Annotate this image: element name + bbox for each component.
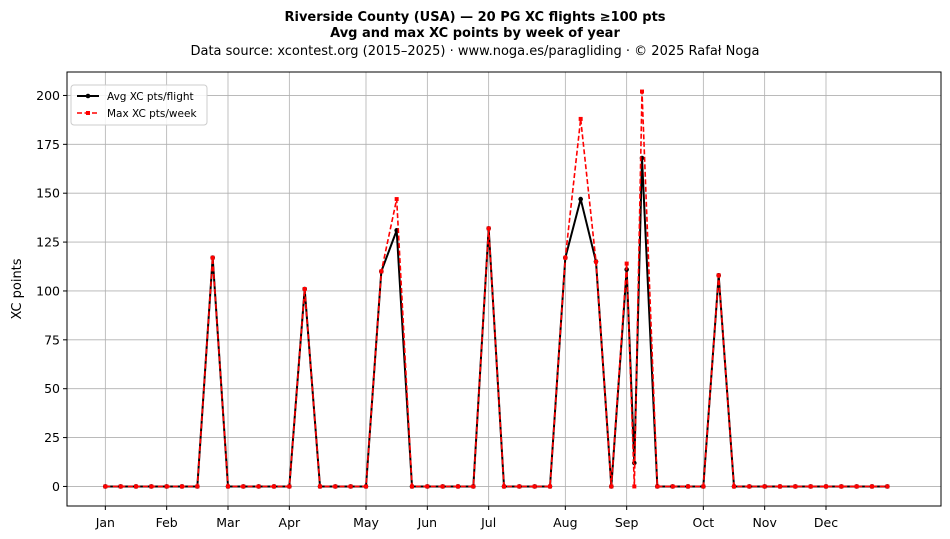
y-tick-label: 175 xyxy=(36,137,60,152)
x-tick-label-jul: Jul xyxy=(480,515,496,530)
data-point-max xyxy=(701,484,706,489)
data-point-max xyxy=(578,116,583,121)
data-point-max xyxy=(348,484,353,489)
data-point-max xyxy=(118,484,123,489)
data-point-max xyxy=(870,484,874,489)
data-point-max xyxy=(103,484,108,489)
data-point-max xyxy=(486,226,491,231)
data-point-max xyxy=(594,259,598,264)
legend-avg-label: Avg XC pts/flight xyxy=(107,91,194,103)
legend-max-label: Max XC pts/week xyxy=(107,108,197,120)
data-point-max xyxy=(502,484,506,489)
data-point-max xyxy=(256,484,261,489)
x-tick-label-dec: Dec xyxy=(814,515,838,530)
data-point-max xyxy=(425,484,430,489)
data-point-max xyxy=(732,484,736,489)
plot-frame xyxy=(66,71,942,507)
data-point-max xyxy=(716,273,721,278)
data-point-max xyxy=(180,484,184,489)
data-point-max xyxy=(333,484,338,489)
x-tick-label-apr: Apr xyxy=(279,515,301,530)
data-point-max xyxy=(670,484,675,489)
data-point-max xyxy=(548,484,552,489)
data-point-max xyxy=(532,484,537,489)
data-point-max xyxy=(440,484,445,489)
data-point-max xyxy=(686,484,690,489)
data-point-max xyxy=(364,484,368,489)
x-tick-label-sep: Sep xyxy=(615,515,639,530)
data-point-max xyxy=(226,484,230,489)
data-point-max xyxy=(517,484,522,489)
data-point-max xyxy=(808,484,813,489)
data-point-max xyxy=(824,484,828,489)
data-point-max xyxy=(885,484,890,489)
x-tick-label-nov: Nov xyxy=(752,515,777,530)
data-point-max xyxy=(632,484,637,489)
y-tick-label: 100 xyxy=(36,283,60,298)
data-point-max xyxy=(747,484,752,489)
y-tick-label: 150 xyxy=(36,186,60,201)
x-tick-label-mar: Mar xyxy=(216,515,240,530)
series-line-max xyxy=(105,90,888,488)
y-tick-label: 200 xyxy=(36,88,60,103)
x-tick-label-oct: Oct xyxy=(693,515,715,530)
data-point-max xyxy=(854,484,859,489)
chart-source-note: Data source: xcontest.org (2015–2025) · … xyxy=(190,44,759,59)
y-tick-label: 50 xyxy=(44,381,60,396)
legend: Avg XC pts/flight Max XC pts/week xyxy=(70,84,208,126)
data-point-max xyxy=(241,484,246,489)
data-point-max xyxy=(379,269,384,274)
data-point-max xyxy=(318,484,322,489)
data-point-max xyxy=(624,261,629,266)
data-point-max xyxy=(793,484,798,489)
data-point-max xyxy=(456,484,460,489)
data-point-max xyxy=(287,484,292,489)
legend-max-marker xyxy=(86,111,90,115)
data-point-max xyxy=(210,255,215,260)
data-point-max xyxy=(410,484,414,489)
data-point-max xyxy=(394,197,399,202)
y-axis-label: XC points xyxy=(10,258,25,319)
legend-avg-marker xyxy=(85,93,91,99)
legend-box xyxy=(70,84,208,126)
data-point-max xyxy=(609,484,614,489)
data-point-max xyxy=(302,287,307,291)
data-point-max xyxy=(195,484,200,489)
y-tick-label: 0 xyxy=(52,479,60,494)
x-tick-label-jun: Jun xyxy=(417,515,438,530)
data-point-max xyxy=(149,484,154,489)
data-point-avg xyxy=(578,196,583,202)
data-point-max xyxy=(164,484,169,489)
data-point-max xyxy=(640,89,644,94)
y-tick-label: 25 xyxy=(44,430,60,445)
y-tick-label: 125 xyxy=(36,235,60,250)
x-tick-label-jan: Jan xyxy=(95,515,115,530)
y-tick-label: 75 xyxy=(44,332,60,347)
y-axis: 0 25 50 75 100 125 150 175 200 xyxy=(36,88,67,494)
x-tick-label-feb: Feb xyxy=(156,515,178,530)
data-point-max xyxy=(134,484,138,489)
data-point-max xyxy=(471,484,476,489)
data-point-max xyxy=(655,484,660,489)
data-point-max xyxy=(778,484,782,489)
x-tick-label-aug: Aug xyxy=(553,515,577,530)
x-tick-label-may: May xyxy=(353,515,379,530)
data-point-max xyxy=(839,484,844,489)
data-point-max xyxy=(563,255,568,260)
data-point-max xyxy=(762,484,767,489)
x-axis: Jan Feb Mar Apr May Jun Jul Aug Sep Oct Nov Dec xyxy=(95,506,838,530)
grid-layer xyxy=(67,72,941,506)
series-layer xyxy=(103,89,890,489)
chart-subtitle: Avg and max XC points by week of year xyxy=(330,26,620,41)
chart-title: Riverside County (USA) — 20 PG XC flight… xyxy=(284,10,665,25)
data-point-max xyxy=(272,484,276,489)
